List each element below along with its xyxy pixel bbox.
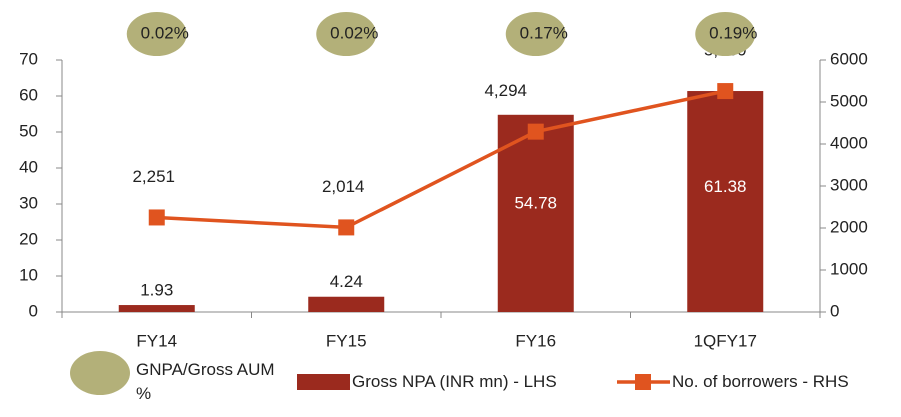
bar-value-label: 4.24 bbox=[330, 272, 363, 291]
legend-label: Gross NPA (INR mn) - LHS bbox=[352, 372, 557, 391]
bar bbox=[497, 114, 574, 313]
y2-tick-label: 6000 bbox=[830, 49, 868, 68]
bar bbox=[308, 296, 385, 312]
y-tick-label: 30 bbox=[19, 193, 38, 212]
bar bbox=[118, 305, 195, 312]
bar-value-label: 1.93 bbox=[140, 281, 173, 300]
x-tick-label: FY14 bbox=[136, 331, 177, 350]
y2-tick-label: 1000 bbox=[830, 259, 868, 278]
line-marker bbox=[148, 209, 165, 226]
legend-label: No. of borrowers - RHS bbox=[672, 372, 849, 391]
y-tick-label: 60 bbox=[19, 85, 38, 104]
y-tick-label: 50 bbox=[19, 121, 38, 140]
legend-swatch-marker bbox=[635, 374, 651, 390]
bubble bbox=[126, 12, 187, 56]
legend-label: GNPA/Gross AUM % bbox=[136, 360, 275, 403]
x-tick-label: 1QFY17 bbox=[694, 331, 757, 350]
x-tick-label: FY15 bbox=[326, 331, 367, 350]
line bbox=[156, 89, 726, 230]
bubble-label: 0.19% bbox=[709, 23, 757, 42]
bubble-label: 0.17% bbox=[520, 23, 568, 42]
bar bbox=[687, 91, 764, 312]
y2-tick-label: 4000 bbox=[830, 133, 868, 152]
y2-tick-label: 2000 bbox=[830, 217, 868, 236]
line-marker bbox=[717, 83, 734, 100]
line-value-label: 2,251 bbox=[132, 167, 175, 186]
line-value-label: 4,294 bbox=[484, 81, 527, 100]
bubble-label: 0.02% bbox=[330, 23, 378, 42]
bubble bbox=[505, 12, 566, 56]
legend-swatch bbox=[70, 351, 130, 395]
y-tick-label: 0 bbox=[29, 301, 38, 320]
y-tick-label: 10 bbox=[19, 265, 38, 284]
y-tick-label: 70 bbox=[19, 49, 38, 68]
line-value-label: 2,014 bbox=[322, 177, 365, 196]
legend-swatch bbox=[297, 374, 350, 390]
bubble bbox=[316, 12, 377, 56]
bubble bbox=[695, 12, 756, 56]
line-marker bbox=[338, 219, 355, 236]
bar-value-label: 54.78 bbox=[514, 193, 557, 212]
y2-tick-label: 5000 bbox=[830, 91, 868, 110]
bubble-label: 0.02% bbox=[141, 23, 189, 42]
y-tick-label: 40 bbox=[19, 157, 38, 176]
x-tick-label: FY16 bbox=[515, 331, 556, 350]
y2-tick-label: 0 bbox=[830, 301, 839, 320]
y-tick-label: 20 bbox=[19, 229, 38, 248]
line-marker bbox=[527, 123, 544, 140]
bar-value-label: 61.38 bbox=[704, 177, 747, 196]
y2-tick-label: 3000 bbox=[830, 175, 868, 194]
